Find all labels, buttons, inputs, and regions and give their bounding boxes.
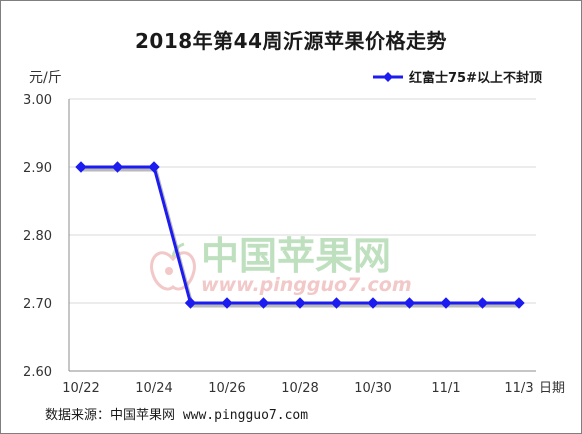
y-tick-labels: 3.00 2.90 2.80 2.70 2.60 [23, 93, 52, 380]
x-tick-label: 10/28 [281, 381, 318, 396]
y-axis-unit: 元/斤 [29, 70, 62, 86]
data-point-marker [257, 297, 270, 309]
y-tick-label: 2.80 [23, 229, 52, 244]
data-point-marker [294, 297, 306, 309]
y-tick-label: 3.00 [23, 93, 52, 108]
series-layer [75, 161, 525, 309]
data-point-marker [111, 161, 124, 173]
x-tick-labels: 10/22 10/24 10/26 10/28 10/30 11/1 11/3 [62, 381, 533, 396]
chart-title: 2018年第44周沂源苹果价格走势 [135, 29, 447, 53]
data-source: 数据来源：中国苹果网 www.pingguo7.com [45, 408, 309, 423]
legend: 红富士75#以上不封顶 [373, 70, 542, 86]
data-point-marker [440, 297, 452, 309]
data-point-marker [403, 297, 416, 309]
watermark-url: www.pingguo7.com [201, 274, 412, 296]
x-tick-label: 11/1 [431, 381, 460, 396]
apple-logo-icon [150, 242, 196, 291]
y-tick-label: 2.90 [23, 161, 52, 176]
data-point-marker [367, 297, 379, 309]
data-point-marker [148, 161, 160, 173]
data-point-marker [476, 297, 489, 309]
legend-label: 红富士75#以上不封顶 [409, 70, 542, 86]
y-tick-label: 2.60 [23, 365, 52, 380]
x-tick-label: 10/24 [135, 381, 172, 396]
data-point-marker [221, 297, 233, 309]
y-tick-label: 2.70 [23, 297, 52, 312]
data-point-marker [75, 161, 87, 173]
data-point-marker [330, 297, 343, 309]
x-tick-label: 10/22 [62, 381, 99, 396]
x-tick-label: 11/3 [504, 381, 533, 396]
x-tick-label: 10/30 [354, 381, 391, 396]
legend-marker [383, 72, 393, 82]
data-point-marker [184, 297, 197, 309]
x-axis-label: 日期 [539, 381, 565, 396]
axes [68, 99, 536, 372]
x-tick-label: 10/26 [208, 381, 245, 396]
watermark: 中国苹果网 www.pingguo7.com [150, 234, 412, 296]
watermark-name: 中国苹果网 [201, 234, 391, 278]
data-point-marker [513, 297, 525, 309]
